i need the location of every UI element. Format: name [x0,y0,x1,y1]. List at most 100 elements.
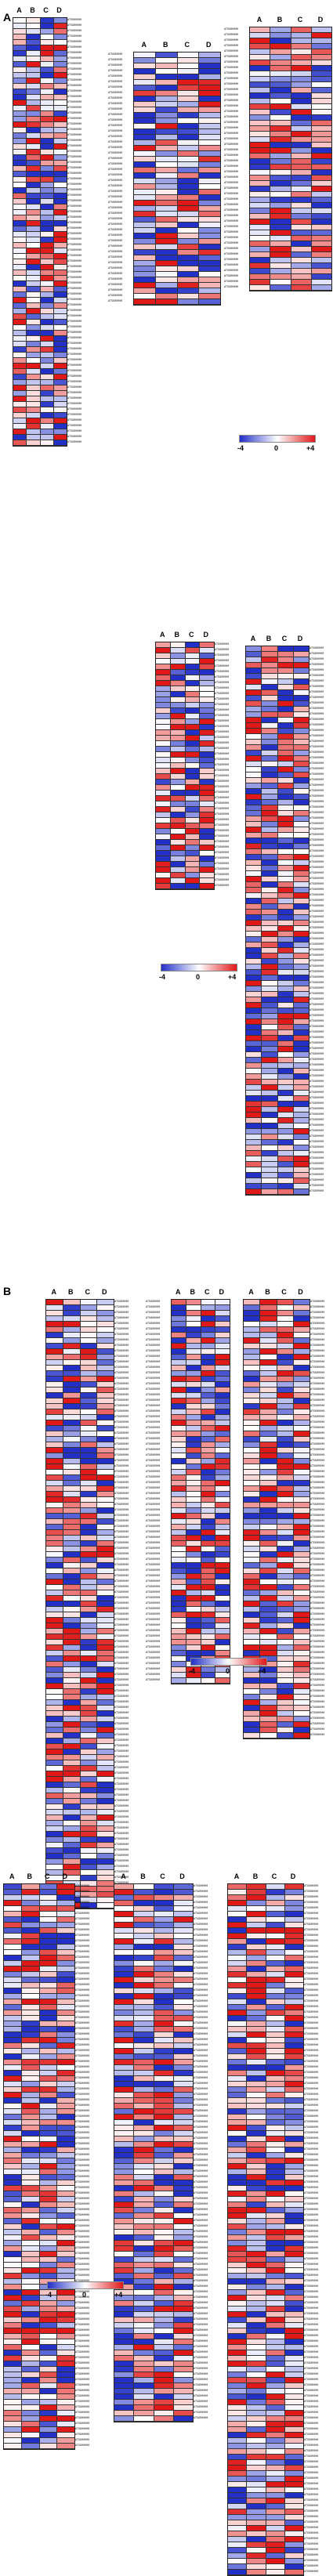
heatmap-cell [39,2323,58,2328]
heatmap-cell [250,159,271,164]
heatmap-cell [284,2027,303,2031]
heatmap-cell [21,2274,40,2278]
heatmap-cell [277,1398,294,1403]
heatmap-cell [170,791,186,795]
heatmap-cell [247,2526,266,2531]
heatmap-cell [40,73,54,78]
heatmap-cell [246,783,262,788]
heatmap-cell [173,2175,193,2180]
heatmap-cell [266,2180,285,2185]
heatmap-row [4,1977,74,1983]
heatmap-cell [39,2372,58,2377]
heatmap-cell [154,1999,174,2004]
heatmap-cell [262,767,278,772]
heatmap-cell [186,1563,201,1568]
heatmap-cell [27,226,41,231]
heatmap-row [13,325,67,331]
heatmap-row [134,272,220,277]
heatmap-cell [53,402,67,407]
heatmap-cell [293,668,309,673]
heatmap-row [246,794,309,800]
heatmap-cell [134,2323,154,2328]
heatmap-cell [80,1453,98,1458]
heatmap-cell [244,1366,261,1370]
heatmap-cell [80,1305,98,1310]
heatmap-cell [277,679,294,684]
column-header-d: D [62,1872,68,1880]
heatmap-cell [277,1123,294,1128]
heatmap-row [250,88,331,93]
heatmap-cell [46,1810,63,1814]
heatmap-row [246,1014,309,1019]
heatmap-cell [247,2334,266,2339]
heatmap-cell [46,1771,63,1776]
heatmap-row [250,203,331,208]
heatmap-cell [172,1503,186,1507]
heatmap-cell [63,1371,81,1376]
heatmap-row [246,1096,309,1102]
heatmap-cell [284,2405,303,2410]
heatmap-cell [40,435,54,440]
heatmap-cell [266,2378,285,2382]
heatmap-cell [291,93,312,98]
heatmap-row [172,1409,230,1415]
heatmap-row [172,1338,230,1344]
heatmap-cell [260,1541,277,1546]
heatmap-cell [244,1437,261,1442]
heatmap-cell [4,2350,22,2355]
heatmap-cell [53,215,67,220]
heatmap-cell [154,1966,174,1971]
heatmap-cell [27,281,41,286]
heatmap-cell [244,1700,261,1705]
heatmap-cell [114,2235,135,2240]
heatmap-cell [200,686,214,691]
heatmap-cell [228,2208,248,2212]
heatmap-cell [266,2131,285,2136]
heatmap-cell [215,1459,230,1463]
heatmap-cell [80,1344,98,1348]
heatmap-cell [63,1782,81,1787]
heatmap-cell [266,2136,285,2141]
heatmap-cell [155,80,178,85]
heatmap-cell [262,740,278,744]
heatmap-cell [200,856,214,861]
heatmap-row [114,2263,193,2268]
heatmap-cell [4,2043,22,2048]
heatmap-cell [39,2296,58,2300]
heatmap-cell [170,675,186,680]
heatmap-cell [244,1558,261,1562]
heatmap-row [13,78,67,84]
heatmap-cell [244,1475,261,1480]
heatmap-cell [155,250,178,255]
heatmap-cell [40,84,54,89]
heatmap-row [134,80,220,85]
heatmap-cell [154,2136,174,2141]
heatmap-cell [293,1601,309,1606]
heatmap-cell [228,2290,248,2295]
heatmap-cell [277,860,294,865]
heatmap-cell [39,1988,58,1993]
heatmap-cell [39,2252,58,2256]
heatmap-cell [266,2405,285,2410]
heatmap-row [114,2411,193,2416]
heatmap-cell [40,122,54,127]
heatmap-cell [247,1972,266,1977]
heatmap-cell [266,2054,285,2059]
heatmap-cell [134,2060,154,2064]
heatmap-cell [260,1415,277,1420]
heatmap-cell [260,1470,277,1474]
heatmap-cell [154,1923,174,1927]
heatmap-cell [293,981,309,986]
heatmap-row [172,1333,230,1338]
heatmap-row [250,93,331,99]
heatmap-cell [277,1678,294,1683]
heatmap-cell [172,1322,186,1326]
heatmap-cell [293,1377,309,1381]
heatmap-cell [39,1950,58,1955]
heatmap-cell [97,1355,114,1359]
heatmap-cell [201,1596,216,1601]
heatmap-cell [266,2537,285,2542]
heatmap-row [228,1934,303,1939]
